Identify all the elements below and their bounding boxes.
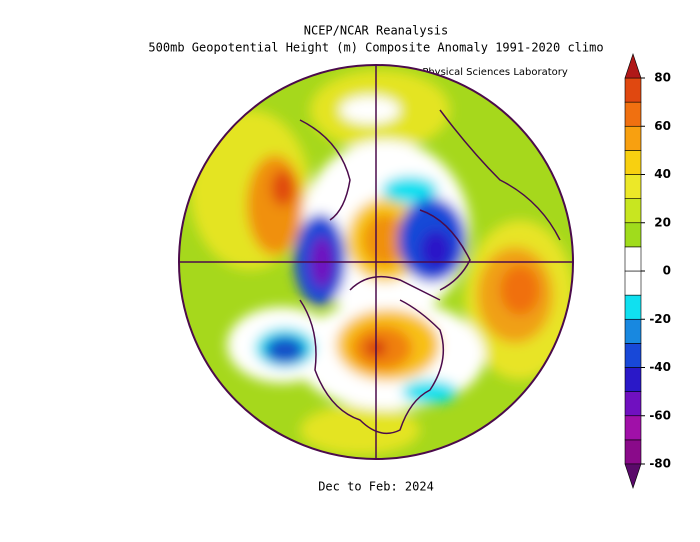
colorbar-tick-label: 40 xyxy=(654,167,671,181)
colorbar-under xyxy=(624,463,642,489)
colorbar-segment xyxy=(624,246,642,272)
colorbar-tick-label: -40 xyxy=(649,360,671,374)
period-label: Dec to Feb: 2024 xyxy=(318,480,434,494)
colorbar-segment xyxy=(624,343,642,368)
anomaly-map xyxy=(179,65,573,459)
colorbar-segment xyxy=(624,367,642,392)
colorbar-segment xyxy=(624,294,642,320)
colorbar-segment xyxy=(624,101,642,127)
colorbar-segment xyxy=(624,439,642,465)
colorbar-tick-label: -60 xyxy=(649,408,671,422)
colorbar-segment xyxy=(624,77,642,103)
colorbar-segment xyxy=(624,391,642,417)
colorbar-segment xyxy=(624,125,642,151)
colorbar-tick-label: 60 xyxy=(654,119,671,133)
colorbar-tick-label: 80 xyxy=(654,71,671,85)
colorbar-segment xyxy=(624,415,642,441)
colorbar-segment xyxy=(624,270,642,296)
colorbar-tick-label: 0 xyxy=(663,264,671,278)
colorbar-segment xyxy=(624,318,642,344)
colorbar-segment xyxy=(624,174,642,199)
title: NCEP/NCAR Reanalysis xyxy=(304,24,449,38)
subtitle: 500mb Geopotential Height (m) Composite … xyxy=(148,41,603,55)
colorbar-segment xyxy=(624,198,642,224)
colorbar-tick-label: -20 xyxy=(649,312,671,326)
colorbar-tick-label: 20 xyxy=(654,215,671,229)
colorbar-tick-label: -80 xyxy=(649,457,671,471)
colorbar-segment xyxy=(624,150,642,175)
colorbar-segment xyxy=(624,222,642,248)
colorbar-over xyxy=(624,53,642,79)
credit: NOAA Physical Sciences Laboratory xyxy=(390,67,568,78)
colorbar: -80 -60 -40 -20 0 20 40 60 80 xyxy=(624,53,671,489)
